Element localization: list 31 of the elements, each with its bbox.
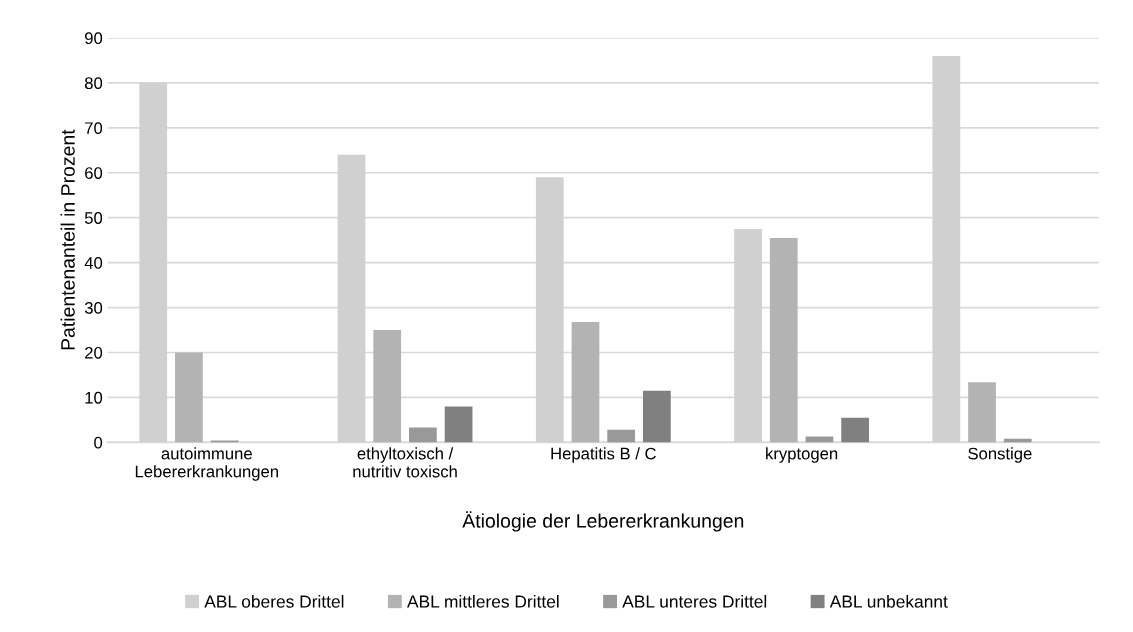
bar — [571, 321, 600, 443]
y-axis-title: Patientenanteil in Prozent — [60, 129, 75, 350]
y-tick-label: 30 — [84, 301, 103, 314]
y-tick-label: 50 — [84, 212, 103, 224]
bar — [175, 352, 203, 443]
y-tick-label: 0 — [94, 436, 103, 449]
x-tick-label: Hepatitis B / C — [551, 447, 656, 463]
y-tick-label: 20 — [85, 346, 103, 359]
legend-label: ABL mittleres Drittel — [407, 594, 559, 608]
legend-label: ABL oberes Drittel — [204, 594, 344, 608]
bar — [607, 429, 636, 443]
bar — [968, 382, 996, 443]
y-tick-label: 90 — [85, 32, 103, 45]
x-tick-label: Sonstige — [968, 447, 1032, 463]
bar — [444, 406, 473, 443]
y-tick-label: 40 — [84, 257, 103, 269]
x-axis-title: Ätiologie der Lebererkrankungen — [462, 511, 744, 532]
legend-label: ABL unteres Drittel — [622, 594, 767, 608]
bar — [373, 330, 402, 443]
x-tick-label: kryptogen — [766, 447, 838, 463]
bar — [769, 237, 798, 443]
y-tick-label: 60 — [85, 167, 103, 179]
bar — [409, 427, 437, 443]
x-tick-label: autoimmune Lebererkrankungen — [135, 447, 278, 481]
x-tick-label: ethyltoxisch / nutritiv toxisch — [353, 447, 457, 478]
bar — [841, 417, 870, 443]
bar — [642, 390, 671, 443]
y-tick-label: 80 — [84, 77, 103, 90]
y-tick-label: 70 — [85, 122, 103, 135]
y-tick-label: 10 — [85, 391, 103, 404]
legend-label: ABL unbekannt — [829, 594, 948, 608]
